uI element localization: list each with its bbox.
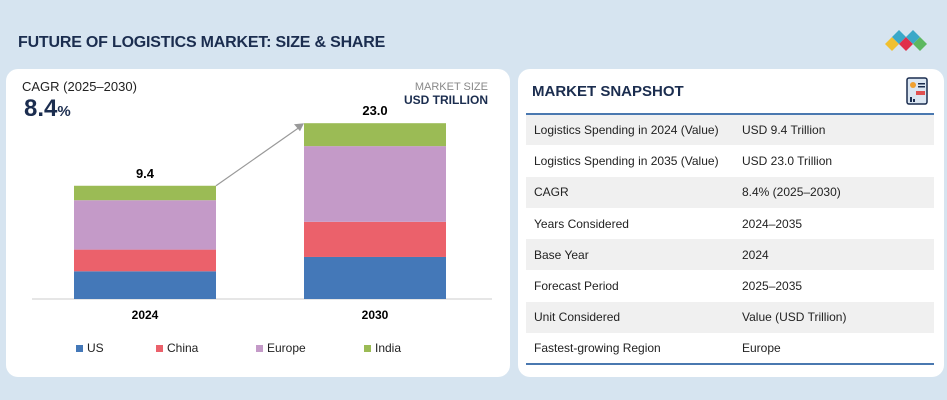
row-label: Years Considered xyxy=(534,216,629,231)
row-label: Fastest-growing Region xyxy=(534,341,661,356)
bar-segment-us-2030 xyxy=(304,256,446,299)
stacked-bar-chart: 9.4 2024 23.0 2030 xyxy=(32,103,492,322)
table-row: Logistics Spending in 2035 (Value) USD 23… xyxy=(526,145,934,176)
bar-segment-europe-2024 xyxy=(74,200,216,250)
market-size-label: MARKET SIZE xyxy=(414,81,488,93)
legend-item-europe: Europe xyxy=(256,341,306,355)
row-value: 2024 xyxy=(742,247,769,262)
row-value: USD 23.0 Trillion xyxy=(742,153,833,168)
x-tick-label: 2030 xyxy=(362,308,389,322)
growth-arrow xyxy=(215,125,302,187)
legend-item-us: US xyxy=(76,341,104,355)
cagr-label: CAGR (2025–2030) xyxy=(22,79,137,94)
total-label: 9.4 xyxy=(136,166,155,181)
row-label: Forecast Period xyxy=(534,279,619,294)
snapshot-table: Logistics Spending in 2024 (Value) USD 9.… xyxy=(526,113,934,366)
row-value: Value (USD Trillion) xyxy=(742,310,847,325)
row-value: USD 9.4 Trillion xyxy=(742,123,826,138)
bar-segment-china-2024 xyxy=(74,249,216,272)
table-row: CAGR 8.4% (2025–2030) xyxy=(526,176,934,208)
legend-swatch xyxy=(364,344,371,352)
cagr-value: 8.4% xyxy=(24,95,71,123)
row-value: 2025–2035 xyxy=(742,279,803,294)
bar-segment-india-2024 xyxy=(74,185,216,201)
bar-segment-china-2030 xyxy=(304,221,446,257)
row-value: 8.4% (2025–2030) xyxy=(742,185,841,200)
legend-swatch xyxy=(76,344,83,352)
row-label: CAGR xyxy=(534,185,569,200)
table-row: Logistics Spending in 2024 (Value) USD 9.… xyxy=(526,114,934,146)
x-tick-label: 2024 xyxy=(132,308,159,322)
legend-label: US xyxy=(87,341,104,355)
unit-label: USD TRILLION xyxy=(404,93,488,107)
row-label: Logistics Spending in 2035 (Value) xyxy=(534,153,719,168)
market-size-panel: CAGR (2025–2030) 8.4% MARKET SIZE USD TR… xyxy=(6,69,510,377)
total-label: 23.0 xyxy=(362,103,387,118)
legend-label: India xyxy=(375,341,402,355)
bar-segment-india-2030 xyxy=(304,123,446,147)
legend-item-china: China xyxy=(156,341,198,355)
cagr-unit: % xyxy=(57,103,71,120)
legend-swatch xyxy=(156,344,163,352)
snapshot-title: MARKET SNAPSHOT xyxy=(532,83,684,100)
brand-logo-icon xyxy=(885,30,927,51)
row-label: Unit Considered xyxy=(534,310,621,325)
legend-label: China xyxy=(167,341,199,355)
table-row: Forecast Period 2025–2035 xyxy=(526,270,934,301)
report-icon xyxy=(906,77,928,105)
bar-segment-us-2024 xyxy=(74,271,216,299)
table-row: Years Considered 2024–2035 xyxy=(526,208,934,239)
cagr-number: 8.4 xyxy=(24,95,58,122)
table-row: Unit Considered Value (USD Trillion) xyxy=(526,301,934,334)
row-value: 2024–2035 xyxy=(742,216,803,231)
legend-item-india: India xyxy=(364,341,401,355)
row-label: Base Year xyxy=(534,247,589,262)
arrow-head-icon xyxy=(294,123,304,132)
row-value: Europe xyxy=(742,341,781,356)
legend-swatch xyxy=(256,344,263,352)
row-label: Logistics Spending in 2024 (Value) xyxy=(534,123,719,138)
table-row: Fastest-growing Region Europe xyxy=(526,333,934,364)
market-snapshot-panel: MARKET SNAPSHOT Logistics Spending in 20… xyxy=(518,69,944,377)
legend-label: Europe xyxy=(267,341,306,355)
bar-segment-europe-2030 xyxy=(304,146,446,222)
table-row: Base Year 2024 xyxy=(526,239,934,271)
page-title: FUTURE OF LOGISTICS MARKET: SIZE & SHARE xyxy=(18,34,386,51)
